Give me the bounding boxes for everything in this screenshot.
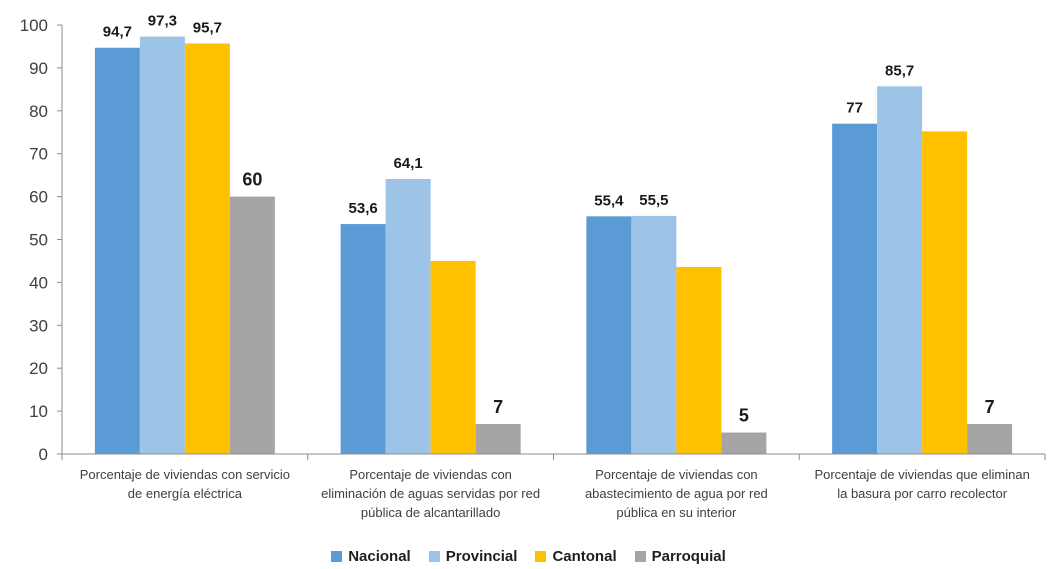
legend-item-nacional: Nacional: [331, 548, 411, 565]
data-label: 94,7: [103, 24, 132, 41]
bar-provincial: [631, 215, 677, 454]
legend-item-parroquial: Parroquial: [634, 548, 726, 565]
bar-parroquial: [967, 423, 1013, 454]
data-label: 55,5: [639, 192, 668, 209]
y-axis: 0 10 20 30 40 50 60 70 80 90 100: [20, 16, 63, 464]
x-category-label: Porcentaje de viviendas con abastecimient…: [585, 467, 768, 520]
bar-nacional: [340, 224, 386, 454]
data-label: 77: [846, 100, 863, 117]
bar-parroquial: [229, 196, 275, 454]
x-category-label-line: la basura por carro recolector: [837, 486, 1007, 501]
x-category-label-line: Porcentaje de viviendas que eliminan: [814, 467, 1029, 482]
y-tick-label: 90: [29, 59, 48, 78]
data-label: 60: [242, 170, 262, 190]
bar-parroquial: [721, 432, 767, 454]
data-label: 53,6: [349, 200, 378, 217]
legend-swatch: [428, 551, 440, 562]
y-tick-label: 80: [29, 102, 48, 121]
bar-provincial: [385, 179, 431, 455]
legend-item-cantonal: Cantonal: [535, 548, 617, 565]
bar-parroquial: [475, 423, 521, 454]
y-tick-label: 20: [29, 359, 48, 378]
legend-swatch: [331, 551, 343, 562]
x-category-label: Porcentaje de viviendas con eliminación d…: [321, 467, 540, 520]
y-tick-label: 50: [29, 231, 48, 250]
y-tick-label: 40: [29, 273, 48, 292]
legend-label: Provincial: [445, 548, 518, 565]
legend-label: Parroquial: [651, 548, 726, 565]
x-category-label: Porcentaje de viviendas con servicio de e…: [80, 467, 290, 501]
x-category-label-line: pública en su interior: [616, 505, 737, 520]
x-category-label-line: abastecimiento de agua por red: [585, 486, 768, 501]
y-tick-label: 10: [29, 402, 48, 421]
legend-label: Nacional: [348, 548, 411, 565]
x-category-label: Porcentaje de viviendas que eliminan la b…: [814, 467, 1029, 501]
bar-cantonal: [676, 266, 722, 454]
x-category-label-line: Porcentaje de viviendas con: [595, 467, 758, 482]
x-category-label-line: Porcentaje de viviendas con: [349, 467, 512, 482]
data-label: 95,7: [193, 19, 222, 36]
bar-nacional: [586, 216, 632, 454]
bar-nacional: [94, 47, 140, 454]
legend: Nacional Provincial Cantonal Parroquial: [0, 548, 1057, 565]
data-label: 55,4: [594, 192, 624, 209]
bar-chart: 0 10 20 30 40 50 60 70 80 90 100 94,7 97,3 95,7 60 53,…: [20, 13, 1046, 520]
bars-group: [94, 36, 1013, 455]
data-label: 7: [985, 397, 995, 417]
y-tick-label: 0: [39, 445, 48, 464]
legend-label: Cantonal: [552, 548, 617, 565]
legend-swatch: [535, 551, 547, 562]
data-labels-group: 94,7 97,3 95,7 60 53,6 64,1 7 55,4 55,5 5 77 85,7 7: [103, 13, 995, 426]
data-label: 7: [493, 397, 503, 417]
x-category-label-line: eliminación de aguas servidas por red: [321, 486, 540, 501]
bar-cantonal: [922, 131, 968, 454]
y-tick-label: 100: [20, 16, 48, 35]
bar-cantonal: [430, 260, 476, 454]
x-category-label-line: Porcentaje de viviendas con servicio: [80, 467, 290, 482]
legend-item-provincial: Provincial: [428, 548, 518, 565]
bar-cantonal: [184, 43, 230, 455]
bar-provincial: [139, 36, 185, 454]
legend-swatch: [634, 551, 646, 562]
x-category-label-line: de energía eléctrica: [128, 486, 243, 501]
x-category-label-line: pública de alcantarillado: [361, 505, 500, 520]
data-label: 64,1: [394, 155, 423, 172]
y-tick-label: 70: [29, 145, 48, 164]
bar-nacional: [832, 123, 878, 455]
bar-provincial: [877, 86, 923, 455]
x-axis: Porcentaje de viviendas con servicio de e…: [61, 453, 1046, 520]
data-label: 97,3: [148, 13, 177, 30]
y-tick-label: 60: [29, 188, 48, 207]
y-tick-label: 30: [29, 316, 48, 335]
data-label: 5: [739, 406, 749, 426]
data-label: 85,7: [885, 62, 914, 79]
